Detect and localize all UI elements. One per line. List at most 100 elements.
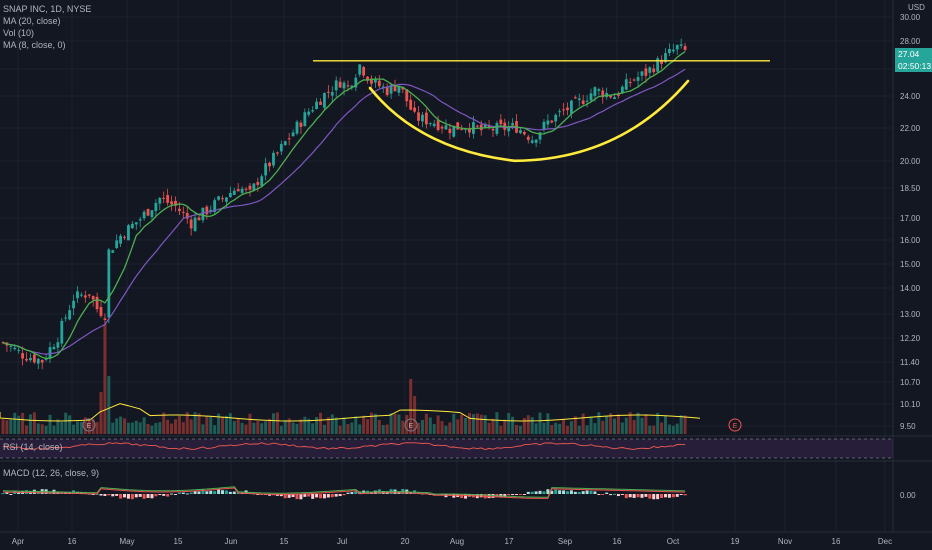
macd-histogram-bar	[667, 494, 671, 498]
candle-body	[554, 114, 558, 122]
earnings-marker-label: E	[87, 423, 92, 430]
candle-body	[99, 307, 103, 316]
candle-body	[68, 310, 72, 320]
price-tick-label: 30.00	[900, 13, 921, 22]
volume-bar	[652, 425, 656, 434]
macd-histogram-bar	[577, 492, 581, 494]
volume-bar	[334, 417, 338, 434]
time-tick-label: 17	[505, 537, 514, 546]
macd-histogram-bar	[213, 491, 217, 494]
volume-bar	[181, 422, 185, 434]
candle-body	[162, 197, 166, 199]
candle-body	[138, 219, 142, 221]
volume-bar	[91, 419, 95, 434]
candle-body	[546, 120, 550, 125]
volume-legend[interactable]: Vol (10)	[3, 28, 35, 38]
volume-bar	[467, 412, 471, 434]
macd-histogram-bar	[565, 491, 569, 494]
volume-bar	[671, 425, 675, 434]
candle-body	[530, 140, 534, 143]
symbol-legend[interactable]: SNAP INC, 1D, NYSE	[3, 4, 92, 14]
candle-body	[389, 84, 393, 94]
ma20-line	[2, 68, 686, 355]
volume-bar	[456, 419, 460, 434]
candle-body	[632, 79, 636, 81]
macd-histogram-bar	[538, 490, 542, 494]
volume-bar	[99, 392, 103, 434]
volume-bar	[589, 416, 593, 434]
macd-histogram-bar	[624, 494, 628, 499]
volume-bar	[209, 416, 213, 434]
macd-histogram-bar	[683, 494, 687, 496]
candle-body	[664, 53, 667, 63]
macd-histogram-bar	[675, 494, 679, 497]
volume-bar	[597, 412, 601, 434]
volume-bar	[377, 419, 381, 434]
volume-bar	[428, 417, 432, 434]
candle-body	[17, 349, 21, 351]
volume-bar	[158, 422, 162, 434]
candle-body	[29, 357, 32, 361]
volume-bar	[491, 418, 495, 434]
macd-histogram-bar	[17, 492, 21, 494]
rsi-legend[interactable]: RSI (14, close)	[3, 442, 63, 452]
macd-histogram-bar	[315, 494, 319, 498]
price-tick-label: 16.00	[900, 236, 921, 245]
macd-histogram-bar	[134, 494, 138, 498]
volume-bar	[373, 413, 377, 434]
volume-bar	[436, 415, 440, 434]
volume-bar	[613, 418, 617, 434]
candle-body	[652, 68, 656, 73]
candle-body	[671, 49, 675, 52]
volume-bar	[444, 425, 448, 434]
candle-body	[640, 71, 644, 76]
candle-body	[174, 200, 177, 206]
candle-body	[483, 123, 487, 128]
candle-body	[617, 94, 620, 96]
macd-histogram-bar	[628, 494, 632, 498]
macd-histogram-bar	[648, 494, 652, 499]
macd-histogram-bar	[322, 494, 326, 499]
volume-bar	[683, 415, 687, 434]
macd-histogram-bar	[542, 491, 546, 494]
macd-histogram-bar	[460, 494, 464, 499]
ma8-legend[interactable]: MA (8, close, 0)	[3, 40, 66, 50]
macd-legend[interactable]: MACD (12, 26, close, 9)	[3, 468, 100, 478]
candle-body	[95, 296, 99, 310]
volume-bar	[295, 423, 299, 434]
candle-body	[48, 347, 52, 359]
volume-bar	[401, 420, 405, 434]
candle-body	[405, 89, 409, 102]
time-tick-label: 19	[731, 537, 740, 546]
volume-bar	[111, 422, 115, 434]
macd-histogram-bar	[613, 493, 617, 495]
candle-body	[311, 110, 315, 112]
candle-body	[338, 81, 342, 88]
macd-histogram-bar	[558, 490, 562, 494]
earnings-marker-label: E	[733, 423, 738, 430]
volume-bar	[420, 420, 424, 434]
candle-body	[456, 122, 460, 130]
macd-histogram-bar	[291, 494, 295, 497]
macd-histogram-bar	[99, 494, 103, 496]
macd-histogram-bar	[581, 491, 585, 494]
ma20-legend[interactable]: MA (20, close)	[3, 16, 61, 26]
volume-bar	[562, 418, 566, 434]
macd-histogram-bar	[170, 493, 174, 495]
macd-histogram-bar	[189, 492, 193, 494]
price-tick-label: 20.00	[900, 157, 921, 166]
macd-histogram-bar	[546, 489, 550, 494]
price-tick-label: 14.00	[900, 284, 921, 293]
candle-body	[624, 79, 628, 90]
volume-bar	[150, 425, 154, 434]
time-tick-label: Apr	[12, 537, 25, 546]
candle-body	[13, 347, 17, 350]
volume-bar	[663, 415, 667, 434]
price-tick-label: 13.00	[900, 310, 921, 319]
candle-body	[432, 123, 436, 127]
price-tick-label: 18.50	[900, 184, 921, 193]
candle-body	[323, 93, 326, 108]
candle-body	[115, 240, 119, 248]
candle-body	[205, 206, 209, 215]
